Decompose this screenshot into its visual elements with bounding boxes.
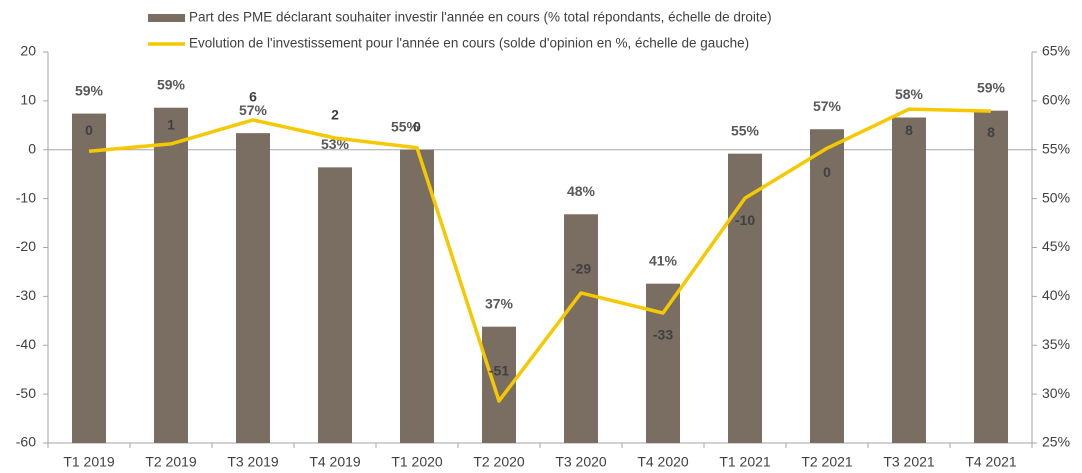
line-label: 2 xyxy=(331,107,339,123)
y2-tick-label: 45% xyxy=(1042,238,1070,254)
bar-label: 59% xyxy=(157,76,186,92)
y-tick-label: 10 xyxy=(20,92,36,108)
bar xyxy=(236,133,270,443)
y2-tick-label: 55% xyxy=(1042,140,1070,156)
bar xyxy=(564,214,598,443)
bar xyxy=(154,107,188,443)
x-tick-label: T2 2019 xyxy=(145,454,197,470)
y2-tick-label: 65% xyxy=(1042,43,1070,59)
bar xyxy=(974,110,1008,444)
bar xyxy=(646,283,680,443)
bar xyxy=(892,117,926,444)
line-label: 8 xyxy=(905,122,913,138)
legend-label: Part des PME déclarant souhaiter investi… xyxy=(189,10,772,25)
line-label: 0 xyxy=(85,122,93,138)
y2-tick-label: 25% xyxy=(1042,434,1070,450)
line xyxy=(88,107,992,403)
bar xyxy=(400,149,434,443)
y2-tick-label: 60% xyxy=(1042,92,1070,108)
bar-label: 41% xyxy=(649,252,678,268)
y-tick-label: -40 xyxy=(16,336,36,352)
bar-label: 59% xyxy=(75,82,104,98)
bar-label: 59% xyxy=(977,79,1006,95)
y-tick-label: -30 xyxy=(16,287,36,303)
y-tick-label: -10 xyxy=(16,189,36,205)
bar-label: 37% xyxy=(485,295,514,311)
bar xyxy=(810,129,844,443)
y-tick-label: 20 xyxy=(20,43,36,59)
x-tick-label: T3 2019 xyxy=(227,454,279,470)
legend-label: Evolution de l'investissement pour l'ann… xyxy=(189,36,749,51)
bar-label: 58% xyxy=(895,86,924,102)
x-tick-label: T1 2019 xyxy=(63,454,115,470)
legend-swatch xyxy=(148,14,185,22)
bar-label: 57% xyxy=(239,102,268,118)
line-label: -10 xyxy=(735,212,755,228)
bar xyxy=(318,167,352,443)
y-tick-label: -60 xyxy=(16,434,36,450)
y2-tick-label: 40% xyxy=(1042,287,1070,303)
y2-tick-label: 50% xyxy=(1042,189,1070,205)
bar-label: 55% xyxy=(731,122,760,138)
x-tick-label: T4 2021 xyxy=(965,454,1017,470)
x-tick-label: T2 2021 xyxy=(801,454,853,470)
x-tick-label: T2 2020 xyxy=(473,454,525,470)
line-label: 6 xyxy=(249,89,257,105)
line-label: -29 xyxy=(571,261,591,277)
y-tick-label: -20 xyxy=(16,238,36,254)
line-label: 8 xyxy=(987,124,995,140)
bar-label: 48% xyxy=(567,183,596,199)
y-tick-label: 0 xyxy=(28,140,36,156)
bar xyxy=(72,113,106,444)
bar-label: 57% xyxy=(813,98,842,114)
line-label: 1 xyxy=(167,117,175,133)
x-tick-label: T1 2020 xyxy=(391,454,443,470)
bar xyxy=(728,153,762,443)
x-tick-label: T1 2021 xyxy=(719,454,771,470)
bar-label: 55% xyxy=(391,118,420,134)
y-tick-label: -50 xyxy=(16,385,36,401)
line-label: 0 xyxy=(823,164,831,180)
x-tick-label: T4 2020 xyxy=(637,454,689,470)
x-tick-label: T3 2020 xyxy=(555,454,607,470)
line-label: -33 xyxy=(653,327,673,343)
line-label: -51 xyxy=(489,363,509,379)
y2-tick-label: 35% xyxy=(1042,336,1070,352)
line-label: 0 xyxy=(413,118,421,134)
x-tick-label: T3 2021 xyxy=(883,454,935,470)
x-tick-label: T4 2019 xyxy=(309,454,361,470)
y2-tick-label: 30% xyxy=(1042,385,1070,401)
